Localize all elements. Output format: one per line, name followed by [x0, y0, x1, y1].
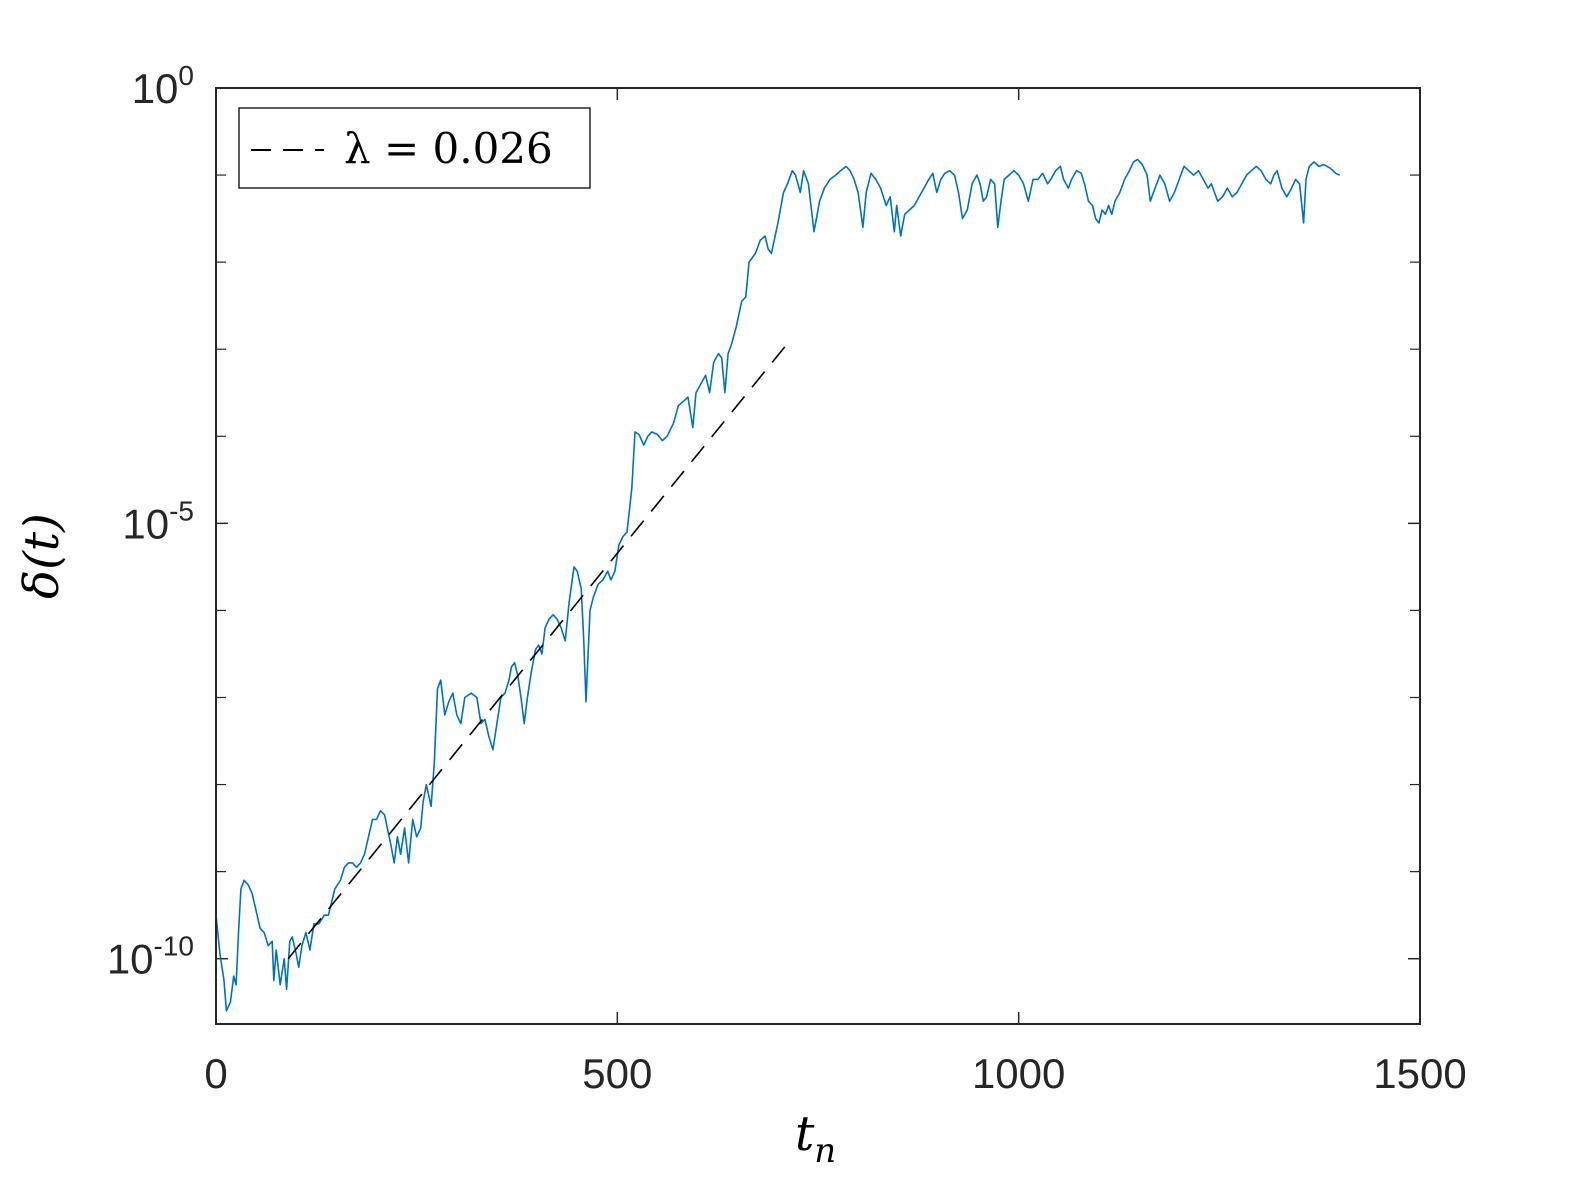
plot-background — [216, 88, 1420, 1024]
y-tick-label-text: 10-5 — [122, 495, 194, 547]
fit-line-layer — [287, 339, 791, 960]
y-tick-label: 10-10 — [107, 931, 194, 983]
x-tick-label: 1000 — [972, 1050, 1065, 1097]
y-tick-label: 100 — [132, 60, 194, 112]
y-tick-exponent: 0 — [178, 60, 194, 91]
x-axis-label-subscript: n — [814, 1131, 836, 1171]
legend: λ = 0.026 — [238, 107, 591, 189]
y-tick-exponent: -5 — [169, 495, 194, 526]
y-tick-base: 10 — [107, 936, 154, 983]
legend-entry-label: λ = 0.026 — [344, 124, 553, 173]
x-axis-label-main: t — [795, 1106, 815, 1162]
y-tick-base: 10 — [132, 65, 179, 112]
axis-ticks — [215, 87, 1421, 1024]
legend-box — [238, 107, 591, 189]
plot-box — [215, 87, 1421, 1025]
fit-line — [287, 339, 791, 960]
y-tick-label-text: 100 — [132, 60, 194, 112]
data-series — [215, 158, 1341, 1012]
x-axis-label: tn — [795, 1106, 836, 1171]
y-tick-label: 10-5 — [122, 495, 194, 547]
y-tick-exponent: -10 — [154, 931, 194, 962]
series-line — [215, 158, 1341, 1012]
x-tick-label: 500 — [582, 1050, 652, 1097]
y-tick-label-text: 10-10 — [107, 931, 194, 983]
y-tick-base: 10 — [122, 500, 169, 547]
y-axis-label: δ(t) — [14, 513, 70, 599]
x-tick-label: 0 — [204, 1050, 227, 1097]
x-tick-label: 1500 — [1373, 1050, 1466, 1097]
